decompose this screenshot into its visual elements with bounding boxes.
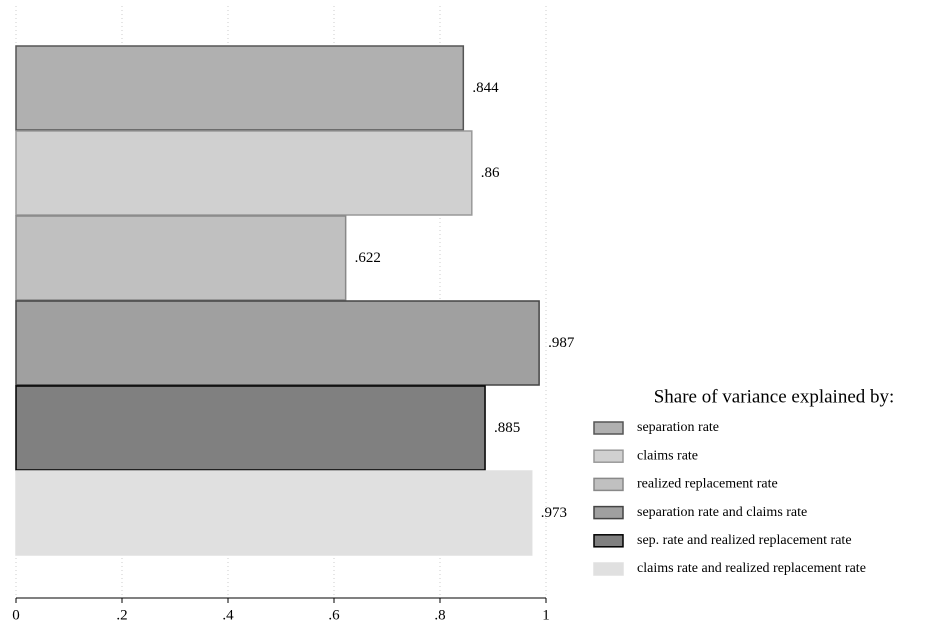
value-label: .844 xyxy=(472,80,499,96)
legend-label: separation rate xyxy=(637,420,719,435)
x-tick-label: .4 xyxy=(222,607,234,623)
legend-label: claims rate and realized replacement rat… xyxy=(637,561,866,576)
bar xyxy=(15,45,465,131)
legend-swatch xyxy=(593,449,624,463)
value-label: .86 xyxy=(481,165,500,181)
x-tick-label: .2 xyxy=(116,607,127,623)
bar xyxy=(15,130,473,216)
legend-label: claims rate xyxy=(637,448,698,463)
legend-title: Share of variance explained by: xyxy=(654,386,895,407)
value-label: .622 xyxy=(355,250,381,266)
x-tick-label: .6 xyxy=(328,607,340,623)
legend-swatch xyxy=(593,477,624,492)
x-tick-label: 0 xyxy=(12,607,20,623)
legend-swatch xyxy=(593,421,624,435)
bar xyxy=(15,300,540,386)
value-label: .973 xyxy=(541,505,567,521)
x-tick-label: .8 xyxy=(434,607,445,623)
value-label: .987 xyxy=(548,335,575,351)
value-label: .885 xyxy=(494,420,520,436)
legend-swatch xyxy=(593,534,624,548)
legend-label: sep. rate and realized replacement rate xyxy=(637,533,852,548)
x-tick-label: 1 xyxy=(542,607,550,623)
bar xyxy=(15,385,486,471)
legend-swatch xyxy=(593,505,624,520)
bar xyxy=(15,470,533,556)
legend-label: realized replacement rate xyxy=(637,477,778,492)
legend-label: separation rate and claims rate xyxy=(637,505,807,520)
bar xyxy=(15,215,347,301)
legend-swatch xyxy=(593,562,624,576)
